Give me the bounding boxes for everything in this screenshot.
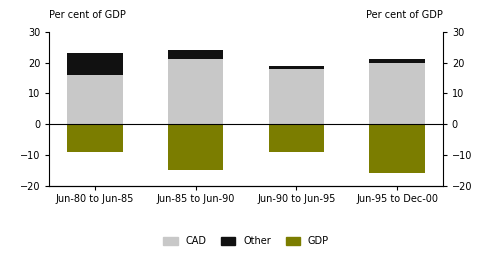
Bar — [168, 124, 223, 170]
Text: Per cent of GDP: Per cent of GDP — [49, 10, 126, 20]
Bar — [67, 75, 123, 124]
Bar — [67, 124, 123, 152]
Bar — [269, 66, 324, 124]
Bar — [369, 59, 425, 124]
Bar — [168, 50, 223, 59]
Bar — [269, 124, 324, 152]
Bar — [269, 66, 324, 69]
Text: Per cent of GDP: Per cent of GDP — [366, 10, 443, 20]
Legend: CAD, Other, GDP: CAD, Other, GDP — [159, 232, 333, 250]
Bar — [369, 59, 425, 63]
Bar — [67, 53, 123, 75]
Bar — [369, 124, 425, 173]
Bar — [168, 59, 223, 124]
